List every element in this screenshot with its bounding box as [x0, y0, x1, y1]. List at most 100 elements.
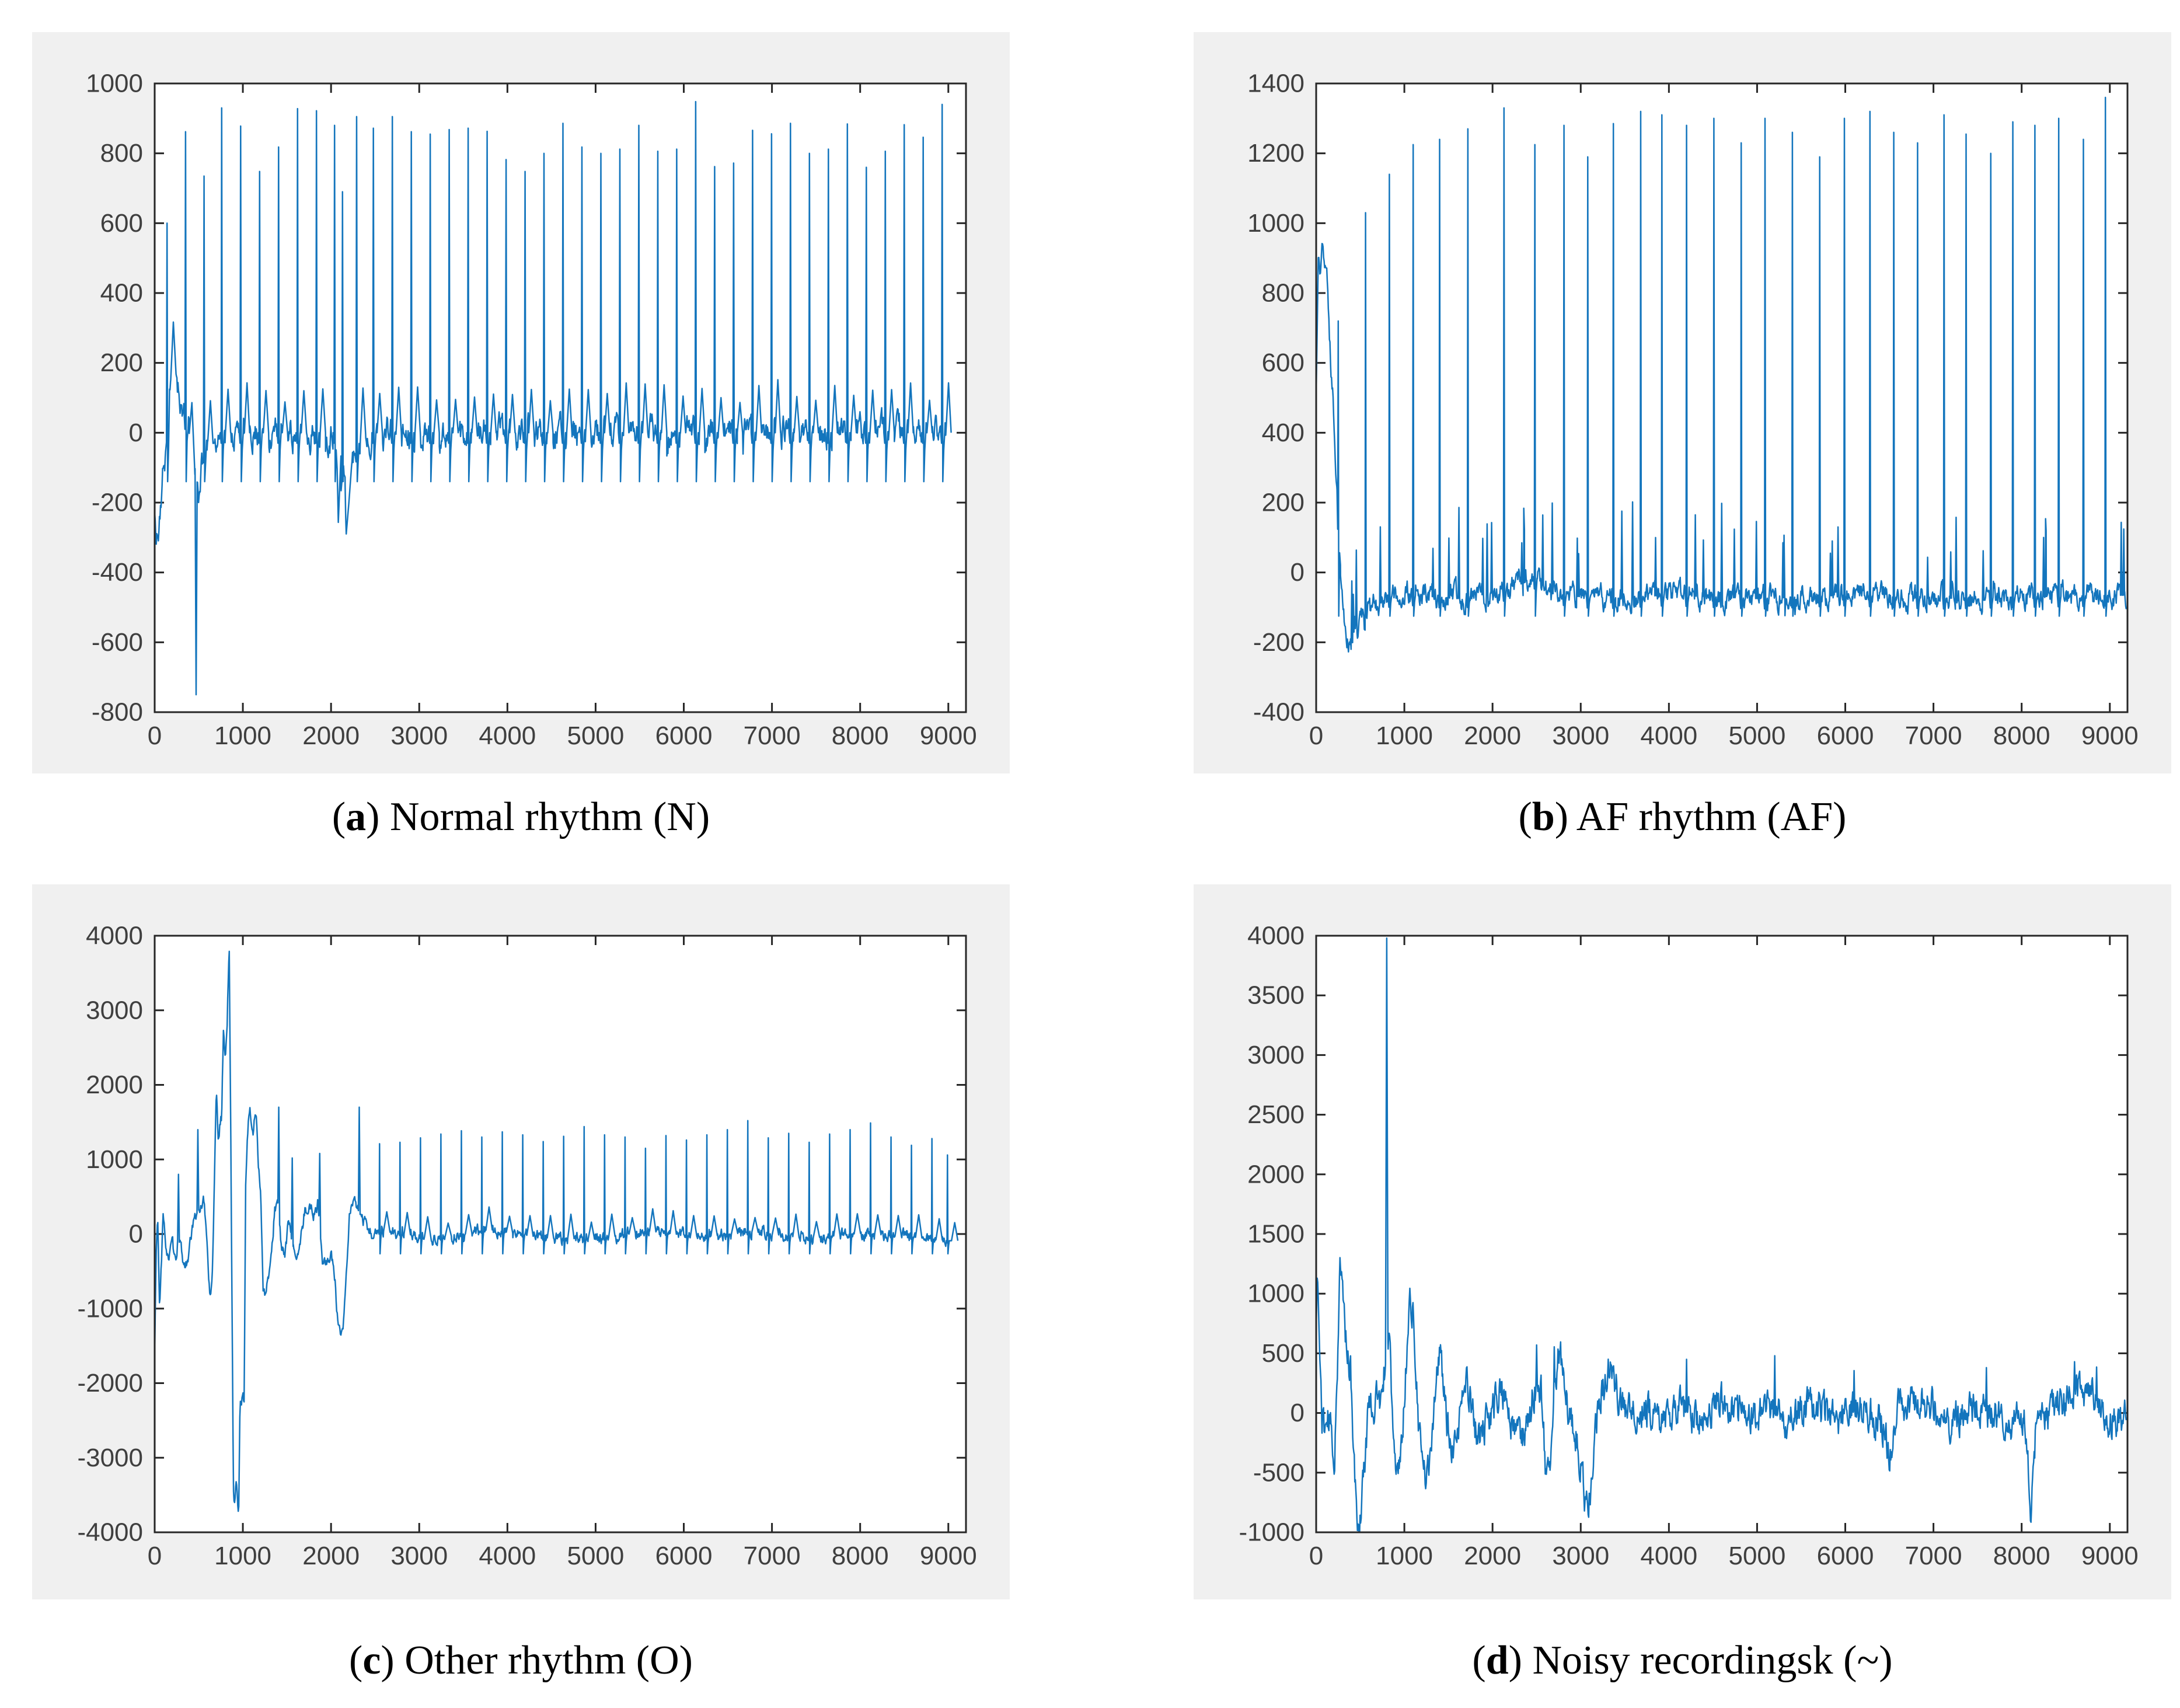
axes-box [1315, 82, 2129, 713]
x-tick-label: 4000 [1640, 1542, 1697, 1570]
y-tick-label: 500 [1262, 1339, 1304, 1368]
y-tick-label: 400 [1262, 419, 1304, 447]
y-tick-label: 0 [129, 1220, 143, 1249]
caption-paren: ( [1472, 1638, 1486, 1683]
caption-text: Other rhythm (O) [404, 1638, 693, 1683]
x-tick-label: 6000 [655, 721, 713, 750]
y-tick-label: 3500 [1247, 981, 1304, 1010]
caption-paren: ( [1518, 794, 1532, 839]
ecg-waveform [1316, 937, 2127, 1532]
y-tick-label: 1200 [1247, 139, 1304, 168]
plot-area [1316, 936, 2127, 1532]
caption-text: Noisy recordingsk (~) [1532, 1638, 1893, 1683]
y-tick-label: -500 [1253, 1458, 1304, 1487]
caption-letter: a [346, 794, 367, 839]
caption-paren: ) [381, 1638, 405, 1683]
y-tick-label: 4000 [86, 922, 143, 950]
y-tick-label: -2000 [77, 1369, 143, 1397]
x-tick-label: 3000 [390, 721, 448, 750]
x-tick-label: 8000 [832, 721, 889, 750]
y-tick-label: 1000 [1247, 209, 1304, 238]
x-tick-label: 7000 [744, 1542, 801, 1570]
x-tick-label: 5000 [567, 1542, 624, 1570]
y-tick-label: -4000 [77, 1518, 143, 1547]
panel-noisy-recording: 0 1000 2000 3000 4000 5000 6000 7000 8000 9000 -10… [1194, 884, 2171, 1599]
x-tick-label: 4000 [1640, 721, 1697, 750]
x-tick-label: 0 [1309, 1542, 1323, 1570]
x-tick-label: 8000 [832, 1542, 889, 1570]
axes-box [154, 82, 967, 713]
y-tick-label: 600 [100, 209, 143, 238]
panel-af-rhythm: 0 1000 2000 3000 4000 5000 6000 7000 8000 9000 -40… [1194, 32, 2171, 773]
x-tick-label: 8000 [1993, 721, 2050, 750]
x-tick-label: 3000 [1552, 721, 1609, 750]
x-tick-label: 5000 [567, 721, 624, 750]
y-tick-label: 0 [1290, 558, 1304, 587]
x-tick-label: 4000 [479, 721, 536, 750]
caption-paren: ) [366, 794, 390, 839]
caption-noisy-recording: (d) Noisy recordingsk (~) [1194, 1620, 2171, 1702]
y-tick-label: 2000 [86, 1071, 143, 1099]
x-tick-label: 2000 [302, 1542, 360, 1570]
y-tick-label: -3000 [77, 1444, 143, 1472]
caption-paren: ) [1508, 1638, 1533, 1683]
x-tick-label: 8000 [1993, 1542, 2050, 1570]
ecg-waveform [1316, 96, 2127, 653]
x-tick-label: 4000 [479, 1542, 536, 1570]
y-tick-label: 2000 [1247, 1160, 1304, 1188]
x-tick-label: 6000 [655, 1542, 713, 1570]
x-tick-label: 5000 [1728, 721, 1785, 750]
y-tick-label: 3000 [86, 996, 143, 1024]
x-tick-label: 0 [1309, 721, 1323, 750]
caption-normal-rhythm: (a) Normal rhythm (N) [32, 776, 1010, 858]
x-tick-label: 3000 [390, 1542, 448, 1570]
y-tick-label: 400 [100, 279, 143, 308]
ecg-plot-normal: 0 1000 2000 3000 4000 5000 6000 7000 8000 9000-80… [86, 69, 977, 751]
y-tick-label: 1000 [1247, 1280, 1304, 1308]
x-tick-label: 9000 [2081, 1542, 2139, 1570]
x-tick-label: 2000 [1464, 1542, 1521, 1570]
caption-paren: ( [349, 1638, 363, 1683]
caption-af-rhythm: (b) AF rhythm (AF) [1194, 776, 2171, 858]
y-tick-label: 200 [1262, 489, 1304, 517]
y-tick-label: 1500 [1247, 1220, 1304, 1249]
y-tick-label: 1000 [86, 1145, 143, 1174]
panel-normal-rhythm: 0 1000 2000 3000 4000 5000 6000 7000 8000 9000 -80… [32, 32, 1010, 773]
caption-paren: ( [332, 794, 346, 839]
axes-box [154, 935, 967, 1533]
x-tick-label: 9000 [920, 721, 977, 750]
y-tick-label: 3000 [1247, 1041, 1304, 1069]
x-tick-label: 9000 [2081, 721, 2139, 750]
axes-box [1315, 935, 2129, 1533]
ecg-plot-noisy: 0 1000 2000 3000 4000 5000 6000 7000 8000 9000-10… [1239, 922, 2139, 1571]
y-tick-label: -800 [92, 698, 143, 727]
x-tick-label: 6000 [1817, 721, 1874, 750]
ecg-plot-af: 0 1000 2000 3000 4000 5000 6000 7000 8000 9000-40… [1247, 69, 2139, 751]
y-tick-label: 800 [100, 139, 143, 168]
x-tick-label: 3000 [1552, 1542, 1609, 1570]
y-tick-label: 1400 [1247, 69, 1304, 98]
caption-paren: ) [1554, 794, 1576, 839]
caption-other-rhythm: (c) Other rhythm (O) [32, 1620, 1010, 1702]
x-tick-label: 6000 [1817, 1542, 1874, 1570]
caption-letter: c [362, 1638, 381, 1683]
caption-letter: d [1485, 1638, 1509, 1683]
x-tick-label: 1000 [214, 1542, 271, 1570]
ecg-waveform [155, 100, 952, 696]
y-tick-label: -200 [1253, 628, 1304, 657]
x-tick-label: 9000 [920, 1542, 977, 1570]
x-tick-label: 7000 [1905, 1542, 1962, 1570]
x-tick-label: 2000 [1464, 721, 1521, 750]
y-tick-label: -400 [1253, 698, 1304, 727]
caption-text: AF rhythm (AF) [1576, 794, 1847, 839]
plot-area [155, 83, 966, 712]
x-tick-label: 7000 [1905, 721, 1962, 750]
x-tick-label: 5000 [1728, 1542, 1785, 1570]
caption-letter: b [1532, 794, 1555, 839]
x-tick-label: 0 [148, 721, 162, 750]
x-tick-label: 2000 [302, 721, 360, 750]
x-tick-label: 7000 [744, 721, 801, 750]
y-tick-label: 600 [1262, 348, 1304, 377]
x-tick-label: 1000 [1376, 721, 1433, 750]
y-tick-label: -1000 [77, 1294, 143, 1323]
